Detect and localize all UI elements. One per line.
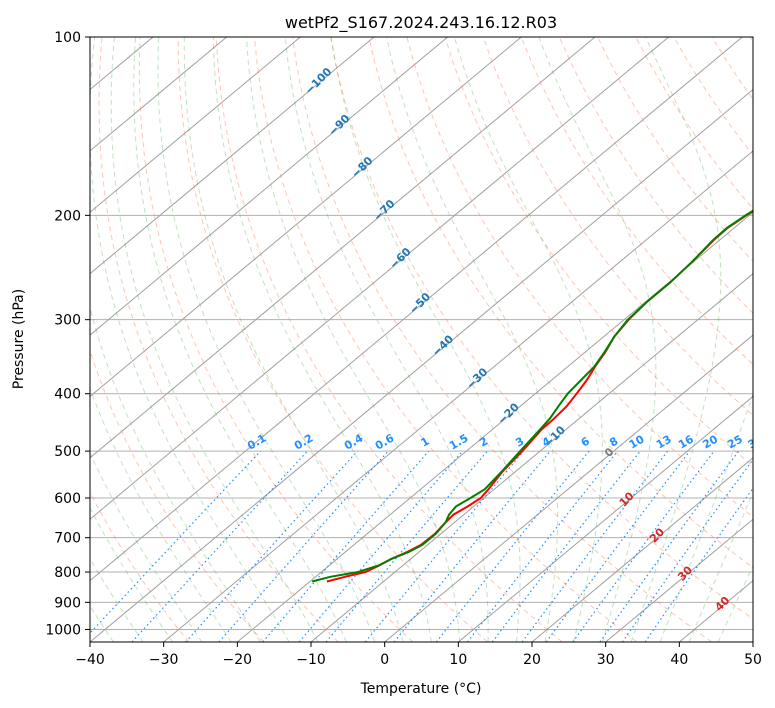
isotherm-line (90, 37, 596, 459)
moist-adiabat-line (212, 37, 432, 642)
y-tick-label: 500 (54, 444, 81, 460)
isotherm-line (90, 37, 522, 398)
x-tick-label: 40 (670, 652, 688, 668)
moist-adiabat-line (90, 386, 232, 642)
x-axis: −40 −30 −20 −10 0 10 20 30 40 50 (75, 642, 762, 668)
moist-adiabat-line (659, 392, 753, 642)
y-tick-label: 600 (54, 491, 81, 507)
y-tick-label: 400 (54, 387, 81, 403)
moist-adiabat-line (90, 305, 261, 642)
dry-adiabat-line (177, 37, 488, 642)
isotherm-line (90, 37, 227, 152)
isotherm-line (605, 518, 753, 642)
x-tick-label: 0 (380, 652, 389, 668)
moist-adiabat-line (453, 37, 603, 642)
dry-adiabat-line (558, 37, 753, 314)
y-tick-label: 200 (54, 208, 81, 224)
moist-adiabat-line (90, 451, 203, 642)
x-tick-label: 30 (597, 652, 615, 668)
dry-adiabat-line (90, 348, 264, 642)
x-tick-label: −40 (75, 652, 105, 668)
isotherm-line (90, 37, 448, 336)
y-tick-label: 1000 (45, 622, 81, 638)
isotherm-line (163, 150, 753, 642)
y-tick-label: 700 (54, 531, 81, 547)
mixing-ratio-label: 30 (746, 432, 766, 451)
dry-adiabat-line (330, 37, 753, 620)
mixing-ratio-line (644, 487, 753, 642)
mixing-ratio-line (621, 458, 753, 642)
isotherm-line (458, 395, 753, 642)
moist-adiabat-line (630, 37, 722, 642)
moist-adiabat-line (157, 37, 376, 642)
mixing-ratio-line (298, 450, 464, 642)
y-axis-title: Pressure (hPa) (11, 289, 27, 389)
mixing-ratio-line (218, 450, 389, 642)
mixing-ratio-line (131, 450, 308, 642)
moist-adiabat-line (717, 564, 753, 642)
moist-adiabat-line (246, 37, 461, 642)
dry-adiabat-line (444, 37, 753, 467)
isobar-grid (90, 37, 753, 630)
isotherm-line (90, 37, 301, 213)
isotherm-line (90, 88, 753, 642)
chart-title: wetPf2_S167.2024.243.16.12.R03 (285, 13, 557, 33)
moist-adiabat-line (133, 37, 347, 642)
dry-adiabat-line (368, 37, 753, 569)
isotherm-line (90, 37, 743, 582)
x-tick-label: −30 (149, 652, 179, 668)
mixing-ratio-line (90, 450, 262, 635)
mixing-ratio-line (185, 450, 358, 642)
isotherm-line (531, 457, 753, 642)
dry-adiabat-line (215, 37, 563, 642)
y-tick-label: 800 (54, 565, 81, 581)
x-tick-label: −20 (223, 652, 253, 668)
x-tick-label: −10 (296, 652, 326, 668)
moist-adiabats (90, 37, 753, 642)
isotherm-grid (90, 37, 753, 642)
isotherm-line (310, 273, 753, 642)
isotherm-line (384, 334, 753, 642)
x-tick-label: 10 (449, 652, 467, 668)
mixing-ratio-lines (90, 450, 753, 642)
moist-adiabat-line (330, 37, 521, 642)
x-tick-label: 50 (744, 652, 762, 668)
isotherm-line (90, 37, 669, 520)
mixing-ratio-line (393, 450, 551, 642)
mixing-ratio-line (435, 450, 590, 642)
moist-adiabat-line (90, 37, 290, 642)
dry-adiabat-line (253, 37, 638, 642)
moist-adiabat-line (386, 37, 559, 642)
dry-adiabat-line (406, 37, 753, 518)
plot-frame (89, 36, 754, 643)
y-tick-label: 300 (54, 313, 81, 329)
y-axis: 100 200 300 400 500 600 700 800 900 1000 (45, 30, 90, 638)
x-tick-label: 20 (523, 652, 541, 668)
x-axis-title: Temperature (°C) (360, 681, 482, 697)
moist-adiabat-line (688, 491, 753, 642)
plot-area: −100−90−80−70−60−50−40−30−20−10010203040… (90, 37, 766, 642)
mixing-ratio-line (521, 450, 669, 642)
y-tick-label: 100 (54, 30, 81, 46)
dewpoint-profile (311, 209, 753, 583)
sounding-profiles (311, 209, 753, 583)
dry-adiabat-line (138, 37, 414, 642)
moist-adiabat-line (110, 37, 319, 642)
isotherm-line (90, 37, 375, 275)
isotherm-line (237, 211, 753, 642)
moist-adiabat-line (284, 37, 489, 642)
y-tick-label: 900 (54, 595, 81, 611)
